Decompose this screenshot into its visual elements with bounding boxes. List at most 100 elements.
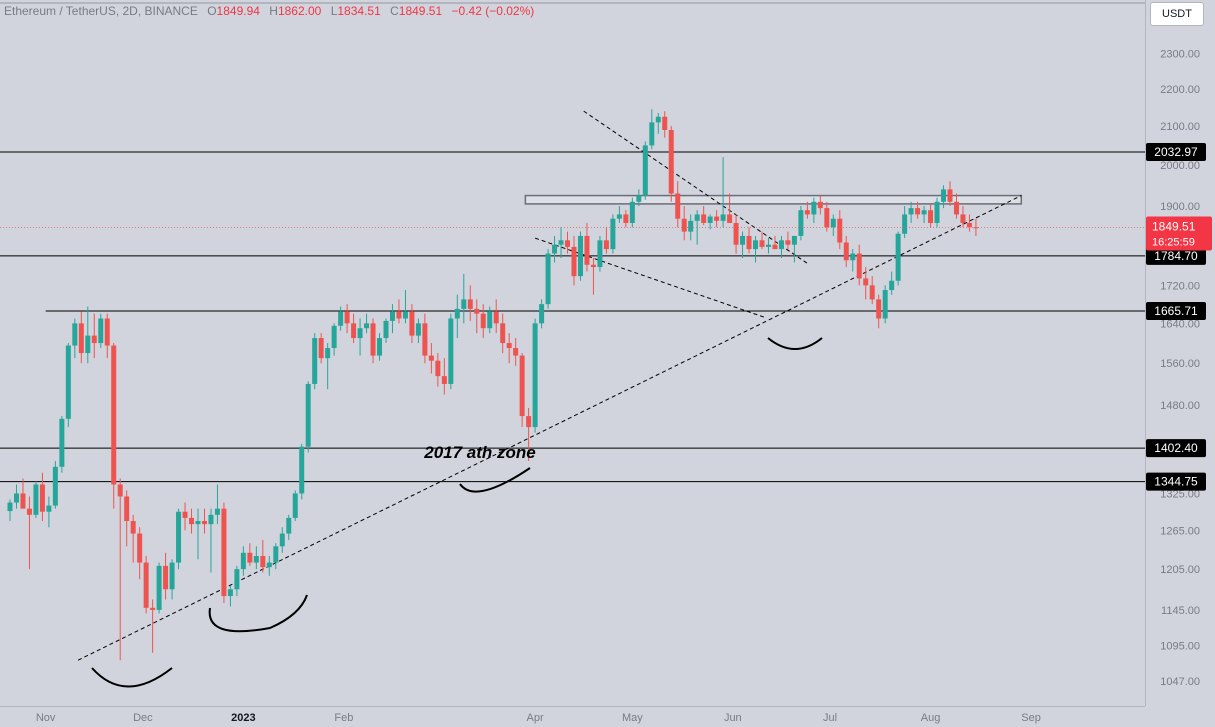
- candle-body: [279, 533, 285, 547]
- candle-body: [759, 240, 765, 247]
- candle-body: [791, 235, 797, 245]
- y-tick-label: 1640.00: [1160, 318, 1200, 330]
- y-tick-label: 1325.00: [1160, 488, 1200, 500]
- candle-body: [240, 552, 246, 570]
- y-tick-label: 1900.00: [1160, 201, 1200, 213]
- candle-body: [934, 201, 940, 223]
- candle-body: [837, 218, 843, 243]
- range-rectangle: [524, 194, 1023, 205]
- candle-body: [727, 214, 733, 223]
- candle-body: [720, 214, 726, 221]
- candle-body: [143, 562, 149, 608]
- candle-body: [208, 514, 214, 525]
- x-tick-label: Jul: [823, 712, 837, 724]
- candle-body: [928, 210, 934, 223]
- level-badge: [1146, 301, 1206, 320]
- candle-body: [902, 214, 908, 234]
- level-badge: [1146, 472, 1206, 491]
- candle-body: [415, 323, 421, 336]
- last-price-badge: [1146, 216, 1212, 251]
- candle-body: [798, 210, 804, 236]
- level-badge: [1146, 439, 1206, 458]
- candle-body: [863, 278, 869, 286]
- open-key: O: [207, 4, 217, 18]
- candle-body: [26, 508, 32, 515]
- bottom-curve-1: [91, 667, 173, 688]
- candle-body: [318, 338, 324, 359]
- candle-body: [889, 280, 895, 291]
- candles: [7, 109, 979, 661]
- candle-body: [662, 116, 668, 130]
- candle-body: [214, 508, 220, 515]
- candle-body: [921, 210, 927, 215]
- candle-body: [480, 313, 486, 329]
- time-axis[interactable]: Nov Dec 2023 Feb Apr May Jun Jul Aug Sep: [36, 712, 1041, 724]
- candle-body: [163, 565, 169, 590]
- candle-body: [539, 304, 545, 324]
- candle-body: [357, 328, 363, 339]
- candle-body: [20, 493, 26, 509]
- candle-body: [532, 323, 538, 428]
- candle-body: [545, 253, 551, 305]
- candle-body: [305, 383, 311, 447]
- candle-body: [150, 607, 156, 610]
- candle-body: [59, 418, 65, 467]
- candle-body: [811, 201, 817, 215]
- candle-body: [558, 240, 564, 245]
- candle-body: [117, 484, 123, 497]
- candle-body: [221, 508, 227, 597]
- candle-body: [195, 521, 201, 525]
- candle-body: [344, 311, 350, 324]
- low-value: 1834.51: [337, 4, 381, 18]
- candle-body: [46, 505, 52, 512]
- candle-body: [824, 208, 830, 228]
- y-tick-label: 1145.00: [1161, 605, 1200, 617]
- candle-body: [13, 493, 19, 503]
- candle-body: [519, 355, 525, 417]
- candle-body: [590, 264, 596, 268]
- candle-body: [182, 511, 188, 518]
- candle-body: [636, 195, 642, 202]
- trendline: [583, 110, 808, 264]
- bottom-curve-3: [459, 467, 531, 493]
- low-key: L: [330, 4, 338, 18]
- candle-body: [856, 253, 862, 279]
- candle-body: [843, 242, 849, 261]
- candle-body: [500, 323, 506, 344]
- candle-body: [364, 323, 370, 329]
- candle-body: [953, 201, 959, 215]
- candle-body: [39, 484, 45, 512]
- candle-body: [714, 216, 720, 221]
- trendline: [534, 237, 766, 319]
- open-value: 1849.94: [216, 4, 260, 18]
- candle-body: [642, 145, 648, 196]
- candle-body: [655, 116, 661, 123]
- bottom-curve-4: [767, 337, 823, 350]
- candle-body: [474, 308, 480, 314]
- candle-body: [785, 240, 791, 245]
- y-tick-label: 2200.00: [1160, 84, 1200, 96]
- candle-body: [441, 376, 447, 384]
- level-badge: [1146, 246, 1206, 265]
- candle-body: [746, 235, 752, 250]
- candle-body: [85, 335, 91, 354]
- x-tick-label: Sep: [1021, 712, 1041, 724]
- candle-body: [111, 345, 117, 485]
- candle-body: [610, 218, 616, 250]
- y-tick-label: 1560.00: [1160, 358, 1200, 370]
- level-badge-label: 2032.97: [1154, 145, 1198, 159]
- candle-body: [65, 345, 71, 419]
- candle-body: [137, 533, 143, 563]
- annotation-text: 2017 ath zone: [423, 443, 536, 462]
- candle-body: [487, 311, 493, 329]
- currency-button[interactable]: USDT: [1150, 2, 1204, 26]
- candle-body: [947, 189, 953, 202]
- symbol-title[interactable]: Ethereum / TetherUS, 2D, BINANCE: [4, 4, 198, 18]
- y-tick-label: 1480.00: [1160, 400, 1200, 412]
- candle-body: [941, 189, 947, 202]
- candle-body: [325, 348, 331, 359]
- x-tick-label: May: [622, 712, 643, 724]
- x-tick-label: Jun: [724, 712, 742, 724]
- candle-body: [292, 493, 298, 518]
